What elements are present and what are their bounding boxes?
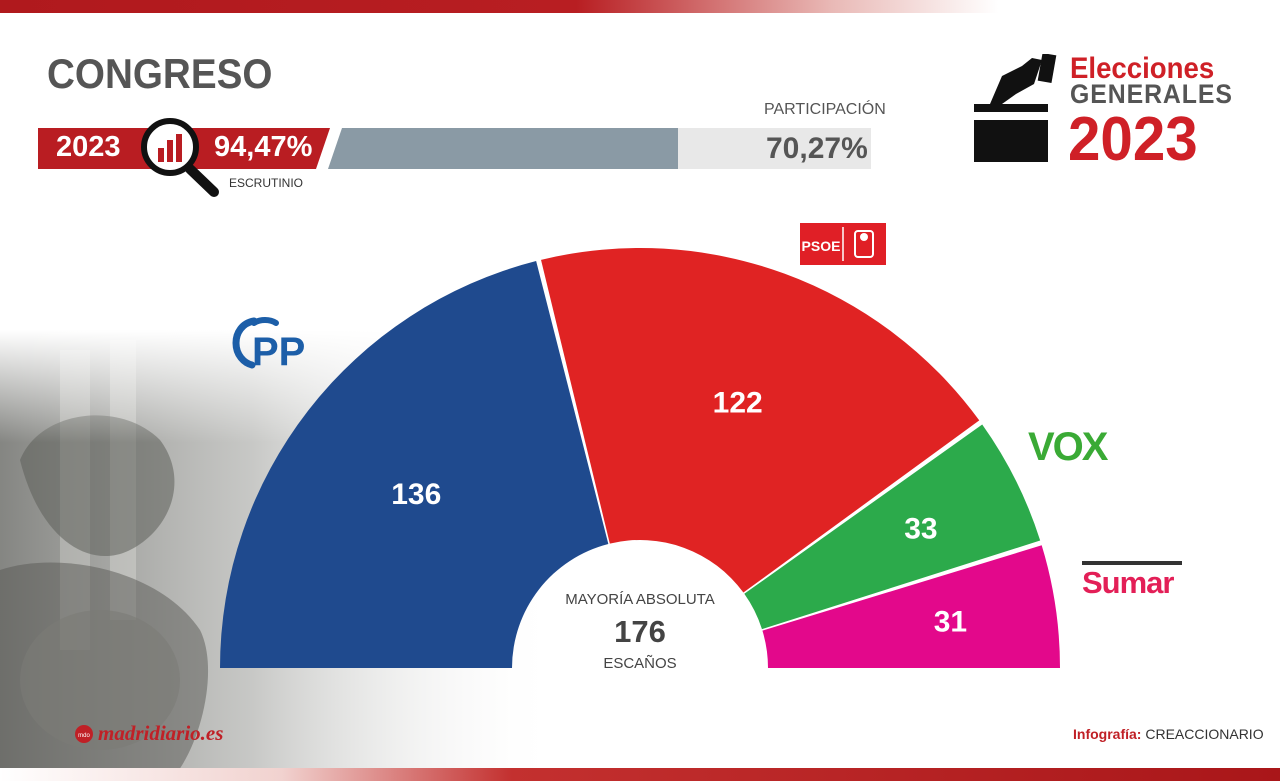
- slice-psoe: [541, 248, 980, 593]
- brand-year: 2023: [1068, 105, 1198, 174]
- search-chart-icon: [141, 118, 219, 197]
- psoe-logo: PSOE: [800, 223, 886, 265]
- scrutiny-label: ESCRUTINIO: [229, 176, 304, 190]
- svg-text:PSOE: PSOE: [802, 238, 841, 254]
- sumar-logo: Sumar: [1082, 565, 1174, 600]
- majority-unit: ESCAÑOS: [603, 655, 676, 672]
- slice-label-vox: 33: [904, 513, 937, 546]
- svg-text:PP: PP: [252, 330, 305, 371]
- majority-value: 176: [614, 614, 666, 649]
- credit-value: CREACCIONARIO: [1145, 726, 1264, 742]
- page-title: CONGRESO: [47, 50, 273, 97]
- slice-label-sumar: 31: [934, 606, 967, 639]
- majority-label: MAYORÍA ABSOLUTA: [565, 591, 715, 608]
- participation-value: 70,27%: [766, 132, 868, 165]
- brand-line-2: GENERALES: [1070, 79, 1233, 109]
- sumar-logo-bar: [1082, 561, 1182, 565]
- bottom-accent-bar: [0, 768, 1280, 781]
- vox-logo: VOX: [1028, 425, 1108, 469]
- madridiario-logo-icon: mdo: [75, 725, 93, 743]
- participation-bar-fill: [328, 128, 678, 169]
- ballot-box-icon: [974, 54, 1057, 162]
- scrutiny-percentage: 94,47%: [214, 131, 313, 163]
- svg-text:mdo: mdo: [78, 733, 90, 739]
- brand-line-1: Elecciones: [1070, 52, 1215, 85]
- top-accent-bar: [0, 0, 1280, 13]
- slice-label-psoe: 122: [713, 386, 763, 419]
- slice-vox: [744, 424, 1041, 630]
- participation-bar-track: [678, 128, 871, 169]
- slice-label-pp: 136: [391, 478, 441, 511]
- source-brand: madridiario.es: [98, 721, 224, 745]
- slice-pp: [220, 261, 609, 668]
- infographic-credit: Infografía: CREACCIONARIO: [1073, 726, 1264, 742]
- participation-label: PARTICIPACIÓN: [764, 101, 886, 118]
- pp-logo: PP: [232, 317, 305, 371]
- credit-label: Infografía:: [1073, 726, 1142, 742]
- scrutiny-year: 2023: [56, 131, 121, 163]
- slice-sumar: [762, 545, 1060, 668]
